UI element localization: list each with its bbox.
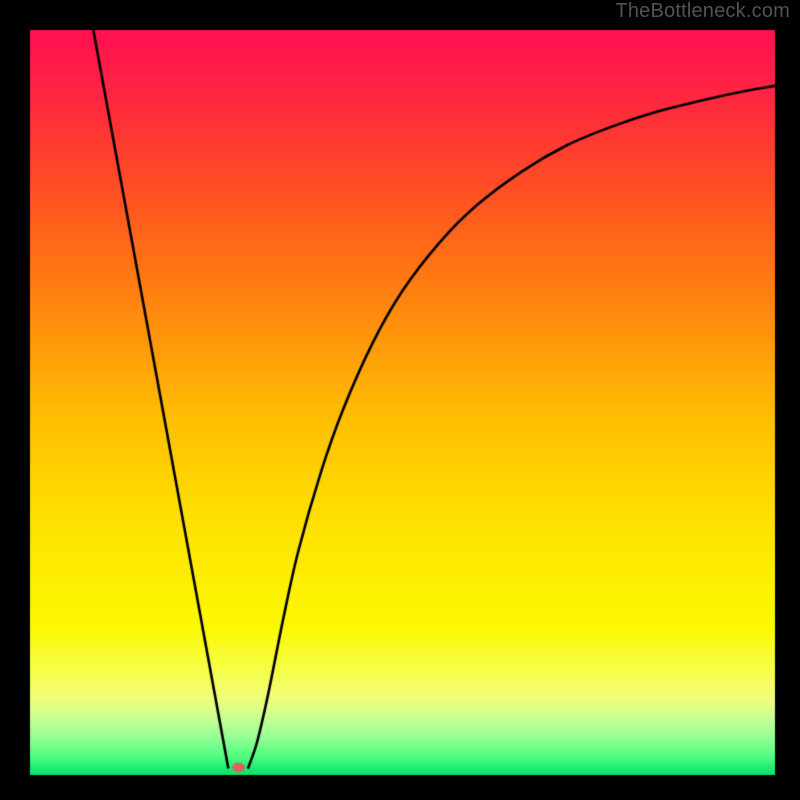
- watermark-label: TheBottleneck.com: [615, 0, 790, 23]
- bottleneck-chart-canvas: [0, 0, 800, 800]
